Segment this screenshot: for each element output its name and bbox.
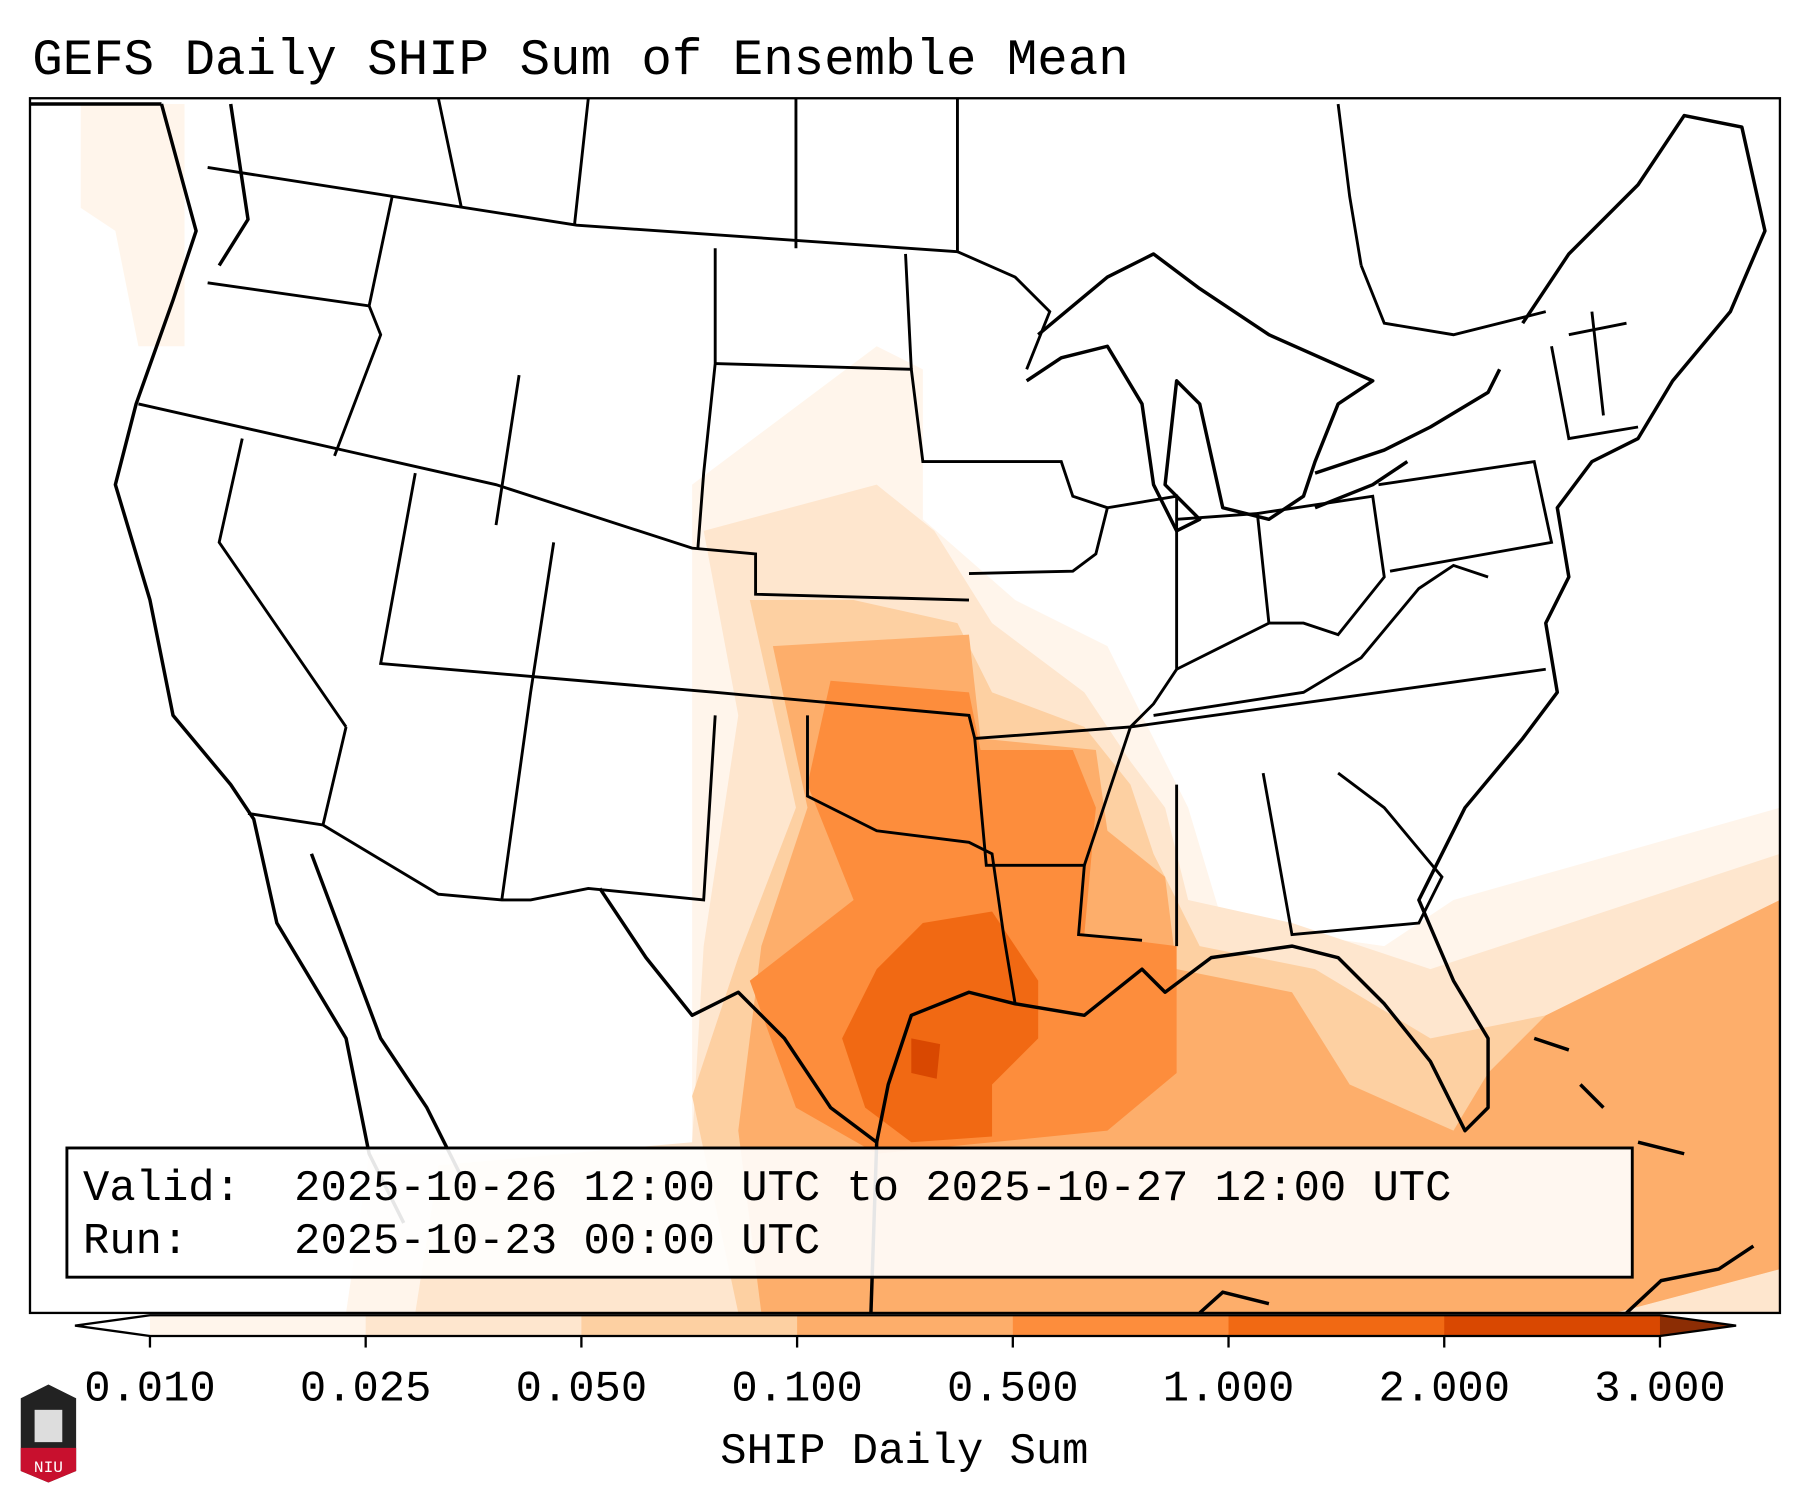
valid-label: Valid: [83,1165,241,1214]
colorbar-tick-label: 0.100 [731,1366,863,1415]
colorbar-bin [797,1315,1014,1337]
colorbar: 0.010 0.025 0.050 0.100 0.500 1.000 2.000 3.000 [74,1314,1737,1415]
niu-logo: NIU [20,1384,77,1483]
colorbar-tick-label: 3.000 [1594,1366,1726,1415]
colorbar-extend-under [74,1315,150,1337]
colorbar-bin [581,1315,798,1337]
colorbar-tick-label: 2.000 [1378,1366,1510,1415]
colorbar-extend-over [1659,1315,1737,1337]
colorbar-tick-label: 0.010 [84,1366,216,1415]
run-label: Run: [83,1218,188,1267]
shading-1.0 [842,911,1039,1143]
logo-text: NIU [34,1459,63,1477]
shading-2.0 [911,1038,941,1079]
colorbar-tick-label: 0.050 [516,1366,648,1415]
colorbar-tick-label: 1.000 [1163,1366,1295,1415]
map-frame [28,97,1782,1315]
colorbar-bin [1228,1315,1445,1337]
colorbar-bin [1444,1315,1661,1337]
valid-value: 2025-10-26 12:00 UTC to 2025-10-27 12:00… [294,1165,1451,1214]
state-borders [138,98,1639,1005]
colorbar-tick-label: 0.500 [947,1366,1079,1415]
map-panel [28,97,1782,1315]
colorbar-bin [149,1315,367,1337]
figure-title: GEFS Daily SHIP Sum of Ensemble Mean [32,33,1128,90]
colorbar-bin [1012,1315,1230,1337]
info-box: Valid: 2025-10-26 12:00 UTC to 2025-10-2… [65,1146,1634,1279]
colorbar-label: SHIP Daily Sum [720,1428,1088,1477]
run-value: 2025-10-23 00:00 UTC [294,1218,820,1267]
colorbar-tick-label: 0.025 [300,1366,432,1415]
colorbar-bin [365,1315,582,1337]
coastlines-and-borders [29,102,1767,1313]
